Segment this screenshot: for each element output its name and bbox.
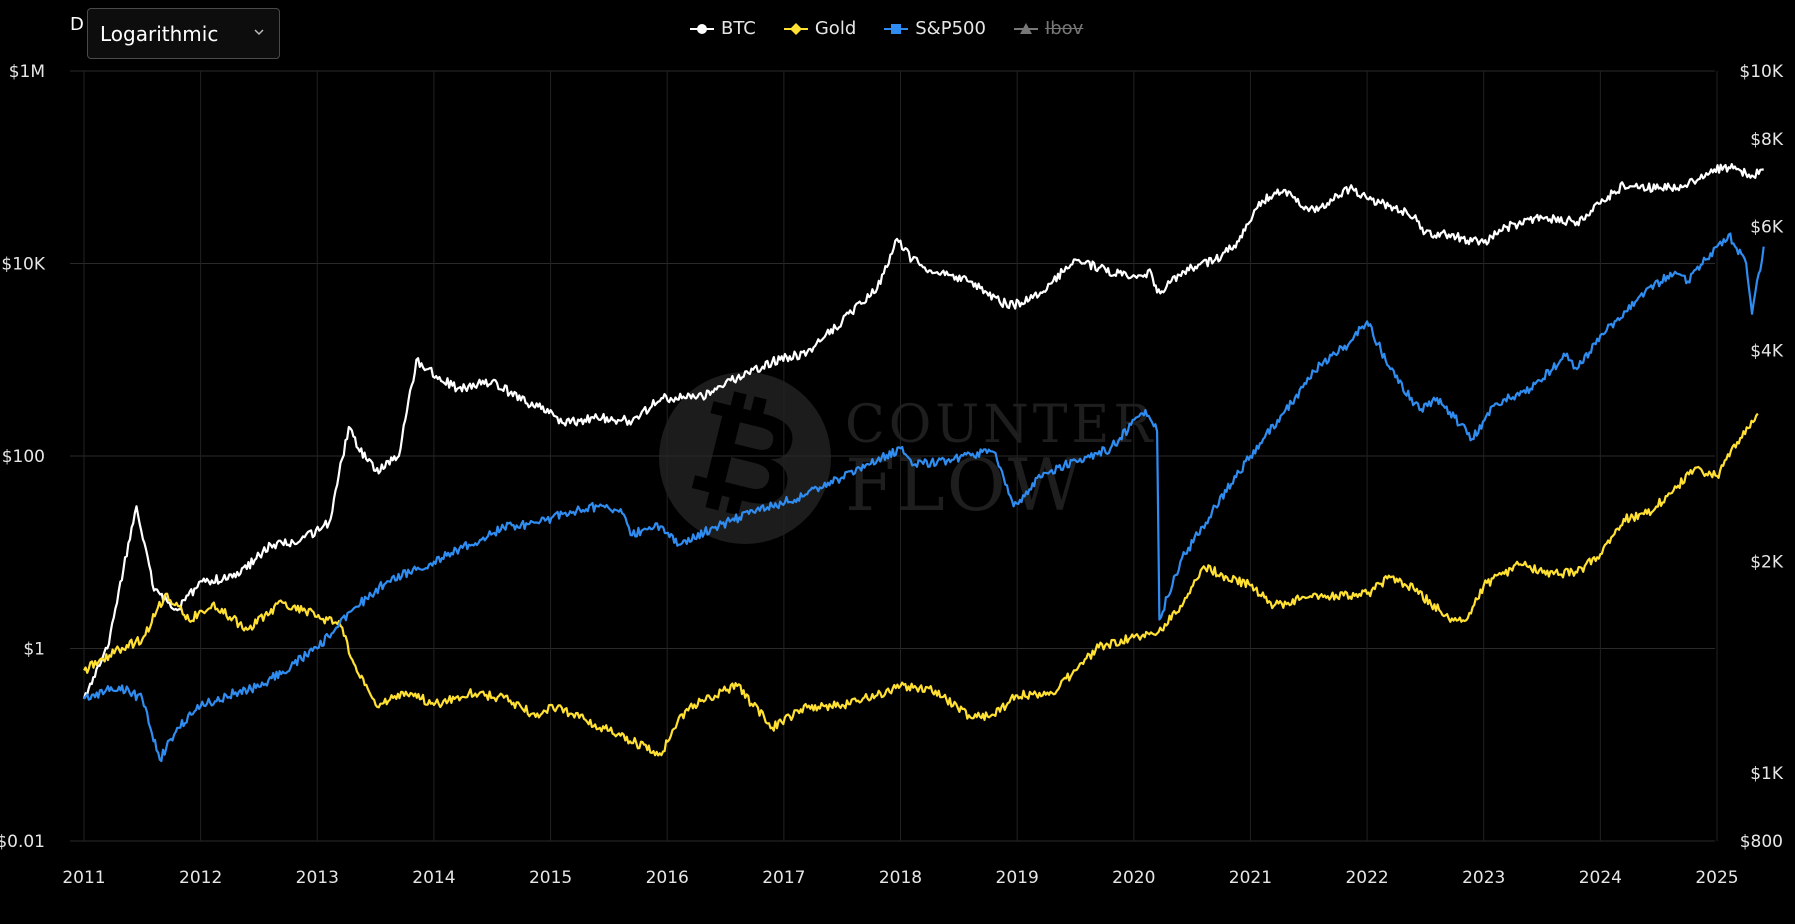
y-left-tick-label: $1: [23, 640, 45, 660]
y-right-tick-label: $800: [1740, 832, 1783, 852]
x-tick-label: 2019: [996, 868, 1039, 888]
legend-label: Gold: [814, 18, 857, 39]
chevron-down-icon: [254, 29, 264, 36]
legend-label: BTC: [721, 18, 756, 39]
toolbar-prefix: D: [70, 14, 84, 35]
x-tick-label: 2011: [62, 868, 105, 888]
y-right-tick-label: $6K: [1750, 218, 1784, 238]
scale-select[interactable]: Logarithmic: [87, 8, 280, 59]
y-left-tick-label: $1M: [9, 62, 45, 82]
y-right-tick-label: $10K: [1739, 62, 1783, 82]
x-tick-label: 2023: [1462, 868, 1505, 888]
legend-label: S&P500: [915, 18, 986, 39]
legend-item-sp500[interactable]: S&P500: [884, 18, 986, 39]
scale-select-value: Logarithmic: [100, 21, 219, 46]
triangle-marker-icon: [1013, 22, 1038, 34]
legend-item-ibov[interactable]: Ibov: [1013, 18, 1084, 39]
x-tick-label: 2020: [1112, 868, 1155, 888]
series-line-sp500: [83, 232, 1765, 763]
x-tick-label: 2024: [1579, 868, 1622, 888]
square-marker-icon: [884, 23, 909, 34]
series-line-btc: [82, 163, 1764, 700]
series-line-gold: [83, 412, 1759, 757]
x-tick-label: 2013: [296, 868, 339, 888]
x-tick-label: 2015: [529, 868, 572, 888]
legend-item-btc[interactable]: BTC: [690, 18, 756, 39]
y-right-tick-label: $2K: [1750, 553, 1784, 573]
diamond-marker-icon: [783, 22, 808, 35]
y-right-tick-label: $8K: [1750, 130, 1784, 150]
x-tick-label: 2014: [412, 868, 455, 888]
x-tick-label: 2022: [1345, 868, 1388, 888]
legend-label: Ibov: [1044, 18, 1084, 39]
x-tick-label: 2012: [179, 868, 222, 888]
x-tick-label: 2017: [762, 868, 805, 888]
y-left-tick-label: $10K: [1, 255, 45, 275]
chart-legend: BTC Gold S&P500 Ibov: [690, 18, 1083, 39]
legend-item-gold[interactable]: Gold: [783, 18, 857, 39]
y-left-tick-label: $100: [2, 447, 45, 467]
x-tick-label: 2016: [646, 868, 689, 888]
x-tick-label: 2021: [1229, 868, 1272, 888]
x-tick-label: 2018: [879, 868, 922, 888]
watermark-line1: COUNTER: [845, 395, 1157, 455]
y-left-tick-label: $0.01: [0, 832, 45, 852]
y-right-tick-label: $1K: [1750, 764, 1784, 784]
y-right-tick-label: $4K: [1750, 341, 1784, 361]
x-tick-label: 2025: [1695, 868, 1738, 888]
circle-marker-icon: [690, 23, 714, 34]
